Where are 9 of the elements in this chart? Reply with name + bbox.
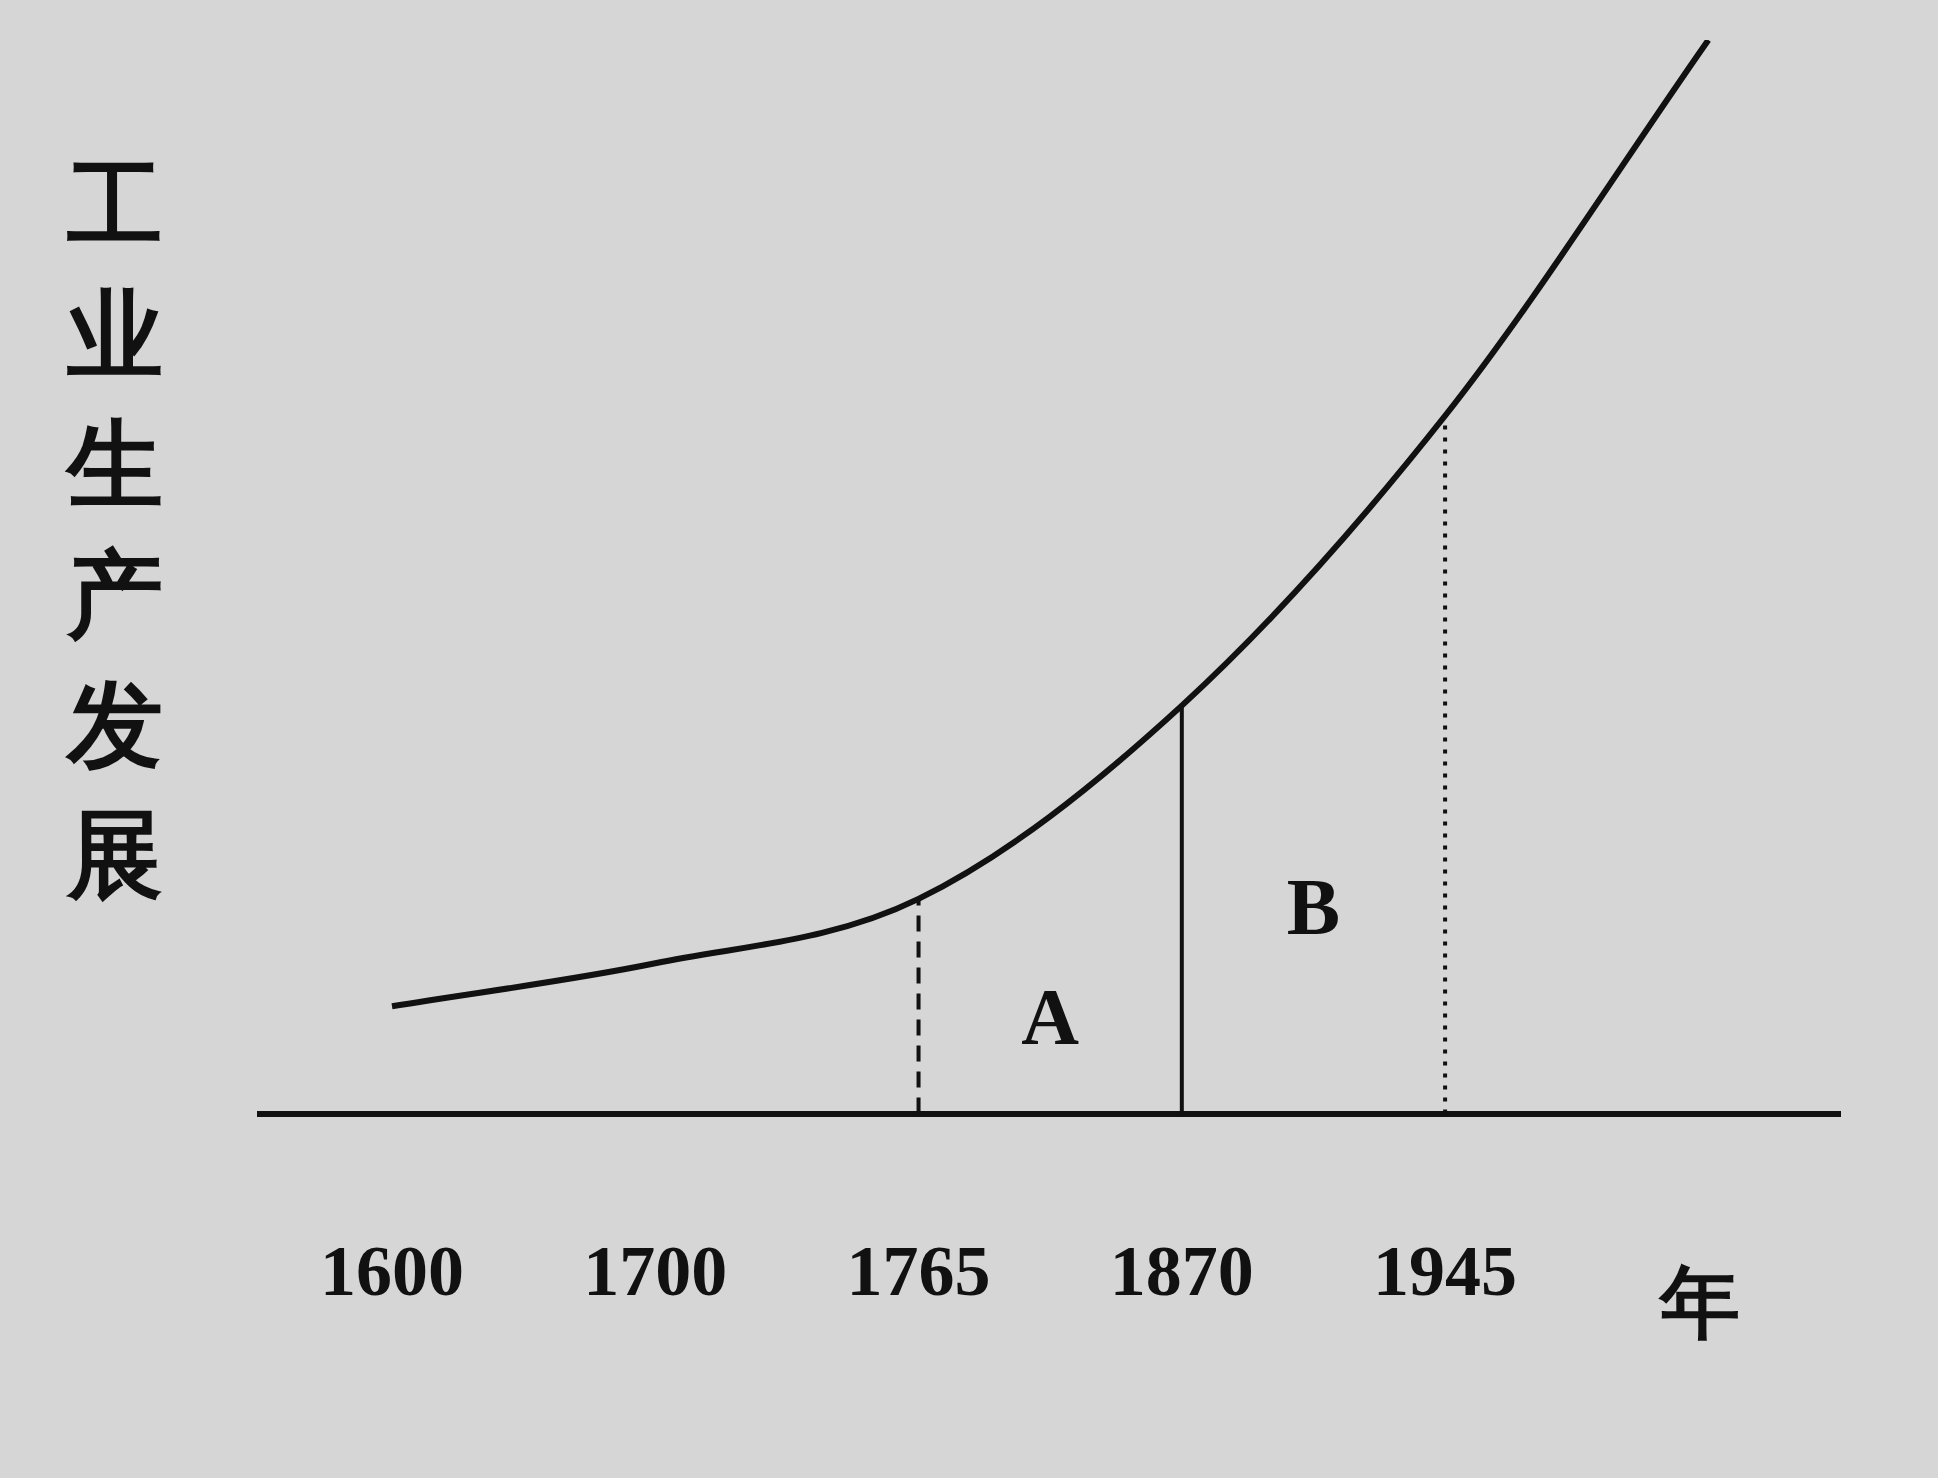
x-tick-label: 1870 xyxy=(1109,1231,1254,1312)
x-tick-label: 1700 xyxy=(583,1231,728,1312)
annotation: B xyxy=(1286,863,1341,952)
y-axis-title: 工业生产发展 xyxy=(64,148,164,913)
x-tick-label: 1765 xyxy=(846,1231,991,1312)
x-tick-label: 1600 xyxy=(320,1231,464,1312)
x-axis-title: 年 xyxy=(1660,1255,1740,1351)
x-tick-label: 1945 xyxy=(1373,1231,1518,1312)
annotation: A xyxy=(1021,973,1080,1062)
